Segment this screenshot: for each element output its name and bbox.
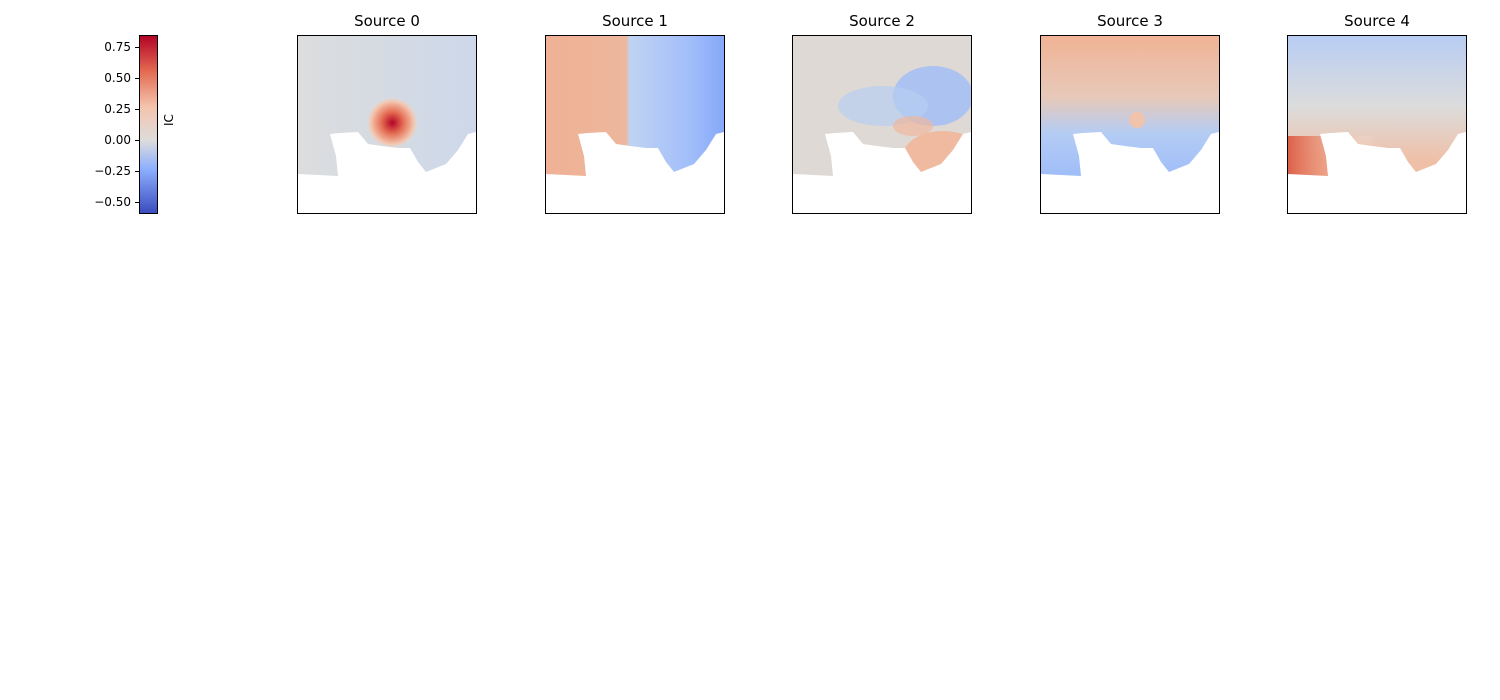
- panel-title-0: Source 0: [354, 12, 420, 30]
- panel-title-2: Source 2: [849, 12, 915, 30]
- colorbar-tick-mark: [135, 140, 139, 141]
- heatmap-panel-2: [792, 35, 972, 214]
- panel-title-4: Source 4: [1344, 12, 1410, 30]
- colorbar-gradient: [140, 36, 157, 213]
- panel-title-3: Source 3: [1097, 12, 1163, 30]
- colorbar-tick-mark: [135, 47, 139, 48]
- colorbar-tick-label: −0.50: [94, 195, 131, 209]
- heatmap-panel-0: [297, 35, 477, 214]
- colorbar-tick-label: −0.25: [94, 164, 131, 178]
- colorbar-tick-mark: [135, 202, 139, 203]
- heatmap-panel-3: [1040, 35, 1220, 214]
- colorbar-tick-label: 0.50: [104, 71, 131, 85]
- heatmap-panel-4: [1287, 35, 1467, 214]
- colorbar-label: IC: [162, 114, 176, 126]
- colorbar-tick-mark: [135, 78, 139, 79]
- colorbar-tick-label: 0.00: [104, 133, 131, 147]
- colorbar-tick-label: 0.25: [104, 102, 131, 116]
- colorbar: [139, 35, 158, 214]
- panel-title-1: Source 1: [602, 12, 668, 30]
- colorbar-tick-label: 0.75: [104, 40, 131, 54]
- heatmap-panel-1: [545, 35, 725, 214]
- colorbar-tick-mark: [135, 109, 139, 110]
- colorbar-tick-mark: [135, 171, 139, 172]
